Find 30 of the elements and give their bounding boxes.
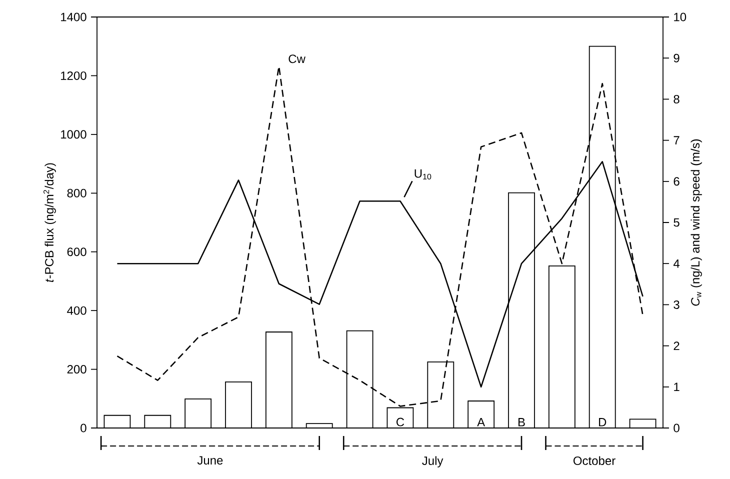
y-tick-label: 400 xyxy=(67,306,86,315)
y2-tick-label: 5 xyxy=(674,218,680,227)
series-label: Cw xyxy=(288,54,306,64)
y2-tick-label: 10 xyxy=(674,12,686,22)
y-tick-label: 1000 xyxy=(61,130,86,139)
y-tick-label: 1400 xyxy=(61,12,86,22)
text: June xyxy=(197,456,223,465)
y2-tick-label: 0 xyxy=(674,424,680,432)
y-tick-label: 800 xyxy=(67,188,86,198)
y2-tick-label: 6 xyxy=(674,177,680,186)
y-tick-label: 600 xyxy=(67,248,86,256)
y2-tick-label: 3 xyxy=(674,300,680,309)
text: U$_{10}$ xyxy=(414,169,432,180)
data-label: A xyxy=(477,418,486,426)
y-tick-label: 200 xyxy=(67,365,86,374)
y2-axis-title: C$_{w}$ (ng/L) and wind speed (m/s) xyxy=(690,139,702,306)
text: October xyxy=(574,456,616,466)
data-label: C xyxy=(396,418,404,426)
y2-tick-label: 4 xyxy=(673,259,680,268)
y2-tick-label: 7 xyxy=(674,136,680,144)
y-tick-label: 1200 xyxy=(61,71,86,80)
data-label: B xyxy=(518,418,525,426)
y2-tick-label: 9 xyxy=(674,54,680,62)
text: July xyxy=(422,456,444,468)
data-label: D xyxy=(599,418,606,426)
y2-tick-label: 2 xyxy=(674,342,680,350)
y2-tick-label: 8 xyxy=(674,94,680,104)
y-axis-title: t-PCB flux (ng/m$^{2}$/day) xyxy=(43,163,56,282)
y-tick-label: 0 xyxy=(80,424,86,432)
y2-tick-label: 1 xyxy=(674,382,680,392)
